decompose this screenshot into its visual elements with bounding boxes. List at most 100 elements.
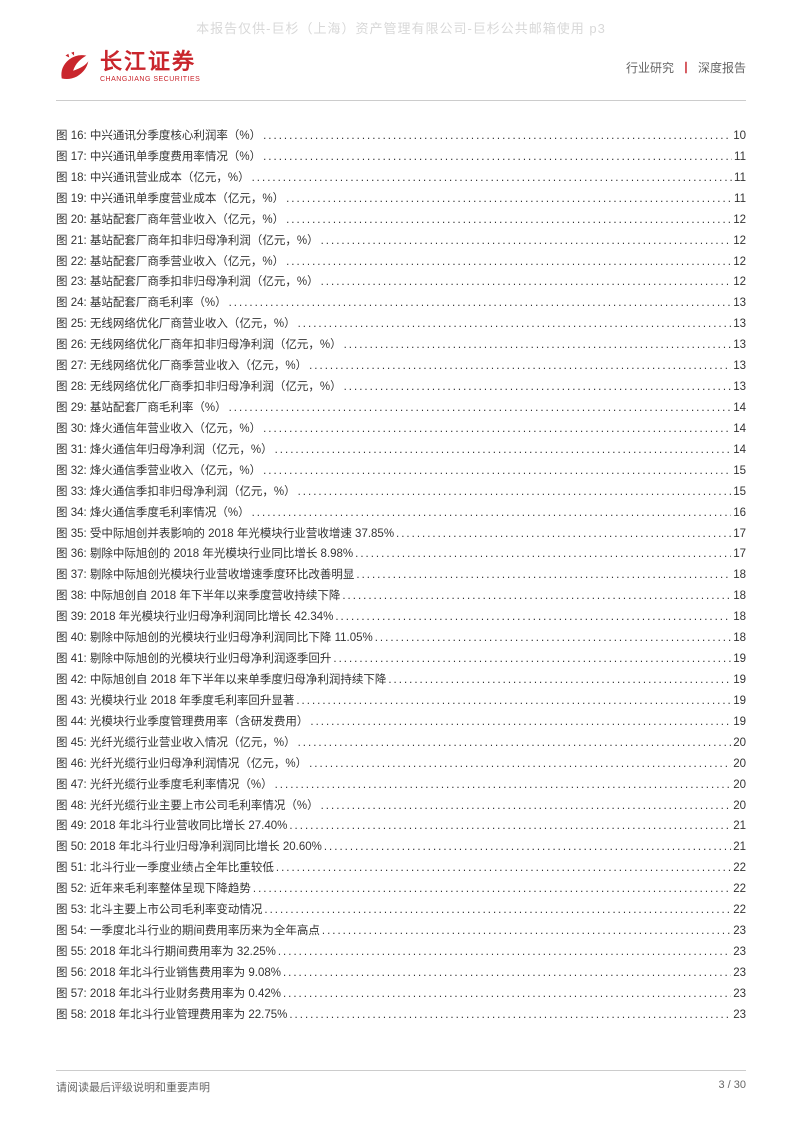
toc-label: 图 21: 基站配套厂商年扣非归母净利润（亿元，%） <box>56 231 319 252</box>
toc-page: 23 <box>733 963 746 984</box>
toc-page: 17 <box>733 544 746 565</box>
toc-dots <box>286 189 732 210</box>
toc-label: 图 37: 剔除中际旭创光模块行业营收增速季度环比改善明显 <box>56 565 354 586</box>
toc-label: 图 51: 北斗行业一季度业绩占全年比重较低 <box>56 858 274 879</box>
toc-row: 图 22: 基站配套厂商季营业收入（亿元，%）12 <box>56 252 746 273</box>
toc-dots <box>324 837 731 858</box>
toc-page: 18 <box>733 565 746 586</box>
logo-icon <box>56 48 94 86</box>
toc-page: 11 <box>734 147 746 168</box>
toc-dots <box>335 607 731 628</box>
toc-label: 图 17: 中兴通讯单季度费用率情况（%） <box>56 147 261 168</box>
toc-label: 图 39: 2018 年光模块行业归母净利润同比增长 42.34% <box>56 607 333 628</box>
toc-label: 图 56: 2018 年北斗行业销售费用率为 9.08% <box>56 963 281 984</box>
toc-content: 图 16: 中兴通讯分季度核心利润率（%）10图 17: 中兴通讯单季度费用率情… <box>56 126 746 1026</box>
toc-label: 图 19: 中兴通讯单季度营业成本（亿元，%） <box>56 189 284 210</box>
toc-row: 图 35: 受中际旭创并表影响的 2018 年光模块行业营收增速 37.85%1… <box>56 524 746 545</box>
toc-row: 图 39: 2018 年光模块行业归母净利润同比增长 42.34%18 <box>56 607 746 628</box>
toc-label: 图 27: 无线网络优化厂商季营业收入（亿元，%） <box>56 356 307 377</box>
toc-page: 11 <box>734 168 746 189</box>
toc-row: 图 45: 光纤光缆行业营业收入情况（亿元，%）20 <box>56 733 746 754</box>
toc-row: 图 21: 基站配套厂商年扣非归母净利润（亿元，%） 12 <box>56 231 746 252</box>
toc-dots <box>286 210 731 231</box>
toc-dots <box>298 314 732 335</box>
toc-label: 图 24: 基站配套厂商毛利率（%） <box>56 293 227 314</box>
toc-row: 图 33: 烽火通信季扣非归母净利润（亿元，%）15 <box>56 482 746 503</box>
toc-page: 12 <box>733 210 746 231</box>
logo-en: CHANGJIANG SECURITIES <box>100 76 200 83</box>
toc-label: 图 30: 烽火通信年营业收入（亿元，%） <box>56 419 261 440</box>
toc-row: 图 31: 烽火通信年归母净利润（亿元，%） 14 <box>56 440 746 461</box>
toc-dots <box>263 419 731 440</box>
toc-page: 15 <box>733 461 746 482</box>
toc-row: 图 58: 2018 年北斗行业管理费用率为 22.75%23 <box>56 1005 746 1026</box>
toc-row: 图 28: 无线网络优化厂商季扣非归母净利润（亿元，%）13 <box>56 377 746 398</box>
toc-dots <box>342 586 731 607</box>
toc-dots <box>321 231 732 252</box>
toc-page: 18 <box>733 586 746 607</box>
toc-dots <box>275 440 732 461</box>
toc-label: 图 31: 烽火通信年归母净利润（亿元，%） <box>56 440 273 461</box>
toc-page: 10 <box>733 126 746 147</box>
toc-label: 图 25: 无线网络优化厂商营业收入（亿元，%） <box>56 314 296 335</box>
toc-page: 23 <box>733 942 746 963</box>
toc-row: 图 17: 中兴通讯单季度费用率情况（%） 11 <box>56 147 746 168</box>
toc-row: 图 32: 烽火通信季营业收入（亿元，%） 15 <box>56 461 746 482</box>
toc-dots <box>283 963 731 984</box>
toc-dots <box>286 252 731 273</box>
toc-label: 图 18: 中兴通讯营业成本（亿元，%） <box>56 168 250 189</box>
toc-page: 23 <box>733 984 746 1005</box>
toc-page: 14 <box>733 398 746 419</box>
toc-dots <box>344 335 732 356</box>
toc-row: 图 40: 剔除中际旭创的光模块行业归母净利润同比下降 11.05%18 <box>56 628 746 649</box>
toc-dots <box>298 482 732 503</box>
toc-page: 20 <box>733 733 746 754</box>
toc-row: 图 24: 基站配套厂商毛利率（%）13 <box>56 293 746 314</box>
toc-row: 图 50: 2018 年北斗行业归母净利润同比增长 20.60%21 <box>56 837 746 858</box>
toc-label: 图 32: 烽火通信季营业收入（亿元，%） <box>56 461 261 482</box>
toc-label: 图 55: 2018 年北斗行期间费用率为 32.25% <box>56 942 276 963</box>
toc-label: 图 44: 光模块行业季度管理费用率（含研发费用） <box>56 712 308 733</box>
toc-page: 16 <box>733 503 746 524</box>
toc-page: 20 <box>733 796 746 817</box>
toc-dots <box>263 126 731 147</box>
toc-row: 图 41: 剔除中际旭创的光模块行业归母净利润逐季回升 19 <box>56 649 746 670</box>
toc-label: 图 28: 无线网络优化厂商季扣非归母净利润（亿元，%） <box>56 377 342 398</box>
toc-row: 图 57: 2018 年北斗行业财务费用率为 0.42%23 <box>56 984 746 1005</box>
toc-row: 图 27: 无线网络优化厂商季营业收入（亿元，%）13 <box>56 356 746 377</box>
toc-dots <box>388 670 731 691</box>
toc-dots <box>309 356 731 377</box>
toc-row: 图 23: 基站配套厂商季扣非归母净利润（亿元，%）12 <box>56 272 746 293</box>
toc-label: 图 40: 剔除中际旭创的光模块行业归母净利润同比下降 11.05% <box>56 628 373 649</box>
toc-page: 12 <box>733 231 746 252</box>
toc-label: 图 48: 光纤光缆行业主要上市公司毛利率情况（%） <box>56 796 319 817</box>
toc-page: 19 <box>733 691 746 712</box>
toc-row: 图 54: 一季度北斗行业的期间费用率历来为全年高点23 <box>56 921 746 942</box>
toc-label: 图 35: 受中际旭创并表影响的 2018 年光模块行业营收增速 37.85% <box>56 524 394 545</box>
toc-label: 图 26: 无线网络优化厂商年扣非归母净利润（亿元，%） <box>56 335 342 356</box>
toc-row: 图 20: 基站配套厂商年营业收入（亿元，%）12 <box>56 210 746 231</box>
toc-label: 图 41: 剔除中际旭创的光模块行业归母净利润逐季回升 <box>56 649 331 670</box>
toc-dots <box>289 816 731 837</box>
toc-label: 图 16: 中兴通讯分季度核心利润率（%） <box>56 126 261 147</box>
toc-row: 图 25: 无线网络优化厂商营业收入（亿元，%）13 <box>56 314 746 335</box>
toc-dots <box>283 984 731 1005</box>
toc-row: 图 38: 中际旭创自 2018 年下半年以来季度营收持续下降18 <box>56 586 746 607</box>
toc-page: 12 <box>733 272 746 293</box>
page-header: 长江证券 CHANGJIANG SECURITIES 行业研究 丨 深度报告 <box>56 48 746 101</box>
toc-dots <box>296 691 731 712</box>
toc-dots <box>310 712 731 733</box>
toc-label: 图 49: 2018 年北斗行业营收同比增长 27.40% <box>56 816 287 837</box>
toc-row: 图 29: 基站配套厂商毛利率（%）14 <box>56 398 746 419</box>
toc-page: 14 <box>733 440 746 461</box>
toc-label: 图 43: 光模块行业 2018 年季度毛利率回升显著 <box>56 691 294 712</box>
toc-row: 图 26: 无线网络优化厂商年扣非归母净利润（亿元，%）13 <box>56 335 746 356</box>
toc-dots <box>333 649 731 670</box>
toc-dots <box>263 461 731 482</box>
toc-dots <box>298 733 732 754</box>
header-separator: 丨 <box>680 59 692 76</box>
toc-label: 图 47: 光纤光缆行业季度毛利率情况（%） <box>56 775 273 796</box>
toc-page: 19 <box>733 649 746 670</box>
toc-label: 图 46: 光纤光缆行业归母净利润情况（亿元，%） <box>56 754 307 775</box>
toc-row: 图 44: 光模块行业季度管理费用率（含研发费用）19 <box>56 712 746 733</box>
